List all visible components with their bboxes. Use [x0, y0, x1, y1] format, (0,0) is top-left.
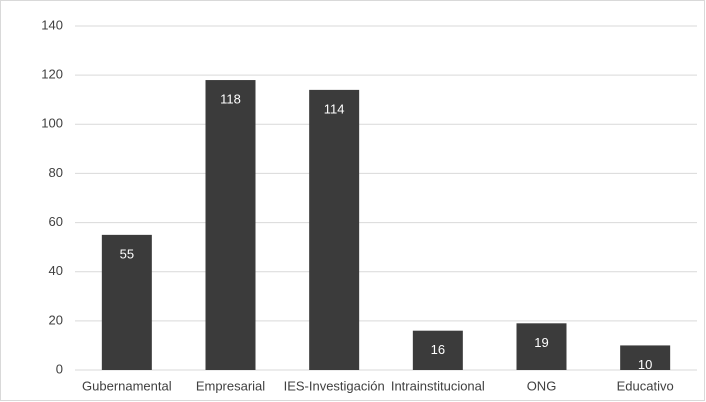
y-tick-label: 20	[49, 312, 63, 327]
x-tick-label: ONG	[527, 378, 557, 393]
x-tick-label: IES-Investigación	[284, 378, 385, 393]
x-tick-label: Gubernamental	[82, 378, 172, 393]
bar	[101, 234, 152, 370]
data-label: 16	[431, 342, 445, 357]
y-tick-label: 0	[56, 361, 63, 376]
bar	[412, 330, 463, 370]
y-tick-label: 60	[49, 214, 63, 229]
y-tick-label: 40	[49, 263, 63, 278]
x-tick-label: Educativo	[617, 378, 674, 393]
y-tick-label: 140	[41, 17, 63, 32]
data-label: 114	[324, 101, 345, 116]
x-tick-label: Intrainstitucional	[391, 378, 485, 393]
bar	[309, 89, 360, 370]
bar	[516, 323, 567, 370]
bar	[620, 345, 671, 370]
data-label: 10	[638, 357, 652, 372]
y-tick-label: 120	[41, 67, 63, 82]
bar	[205, 80, 256, 371]
y-tick-label: 80	[49, 165, 63, 180]
y-tick-label: 100	[41, 116, 63, 131]
x-tick-label: Empresarial	[196, 378, 265, 393]
data-label: 55	[120, 246, 134, 261]
data-label: 118	[220, 91, 241, 106]
data-label: 19	[534, 335, 548, 350]
